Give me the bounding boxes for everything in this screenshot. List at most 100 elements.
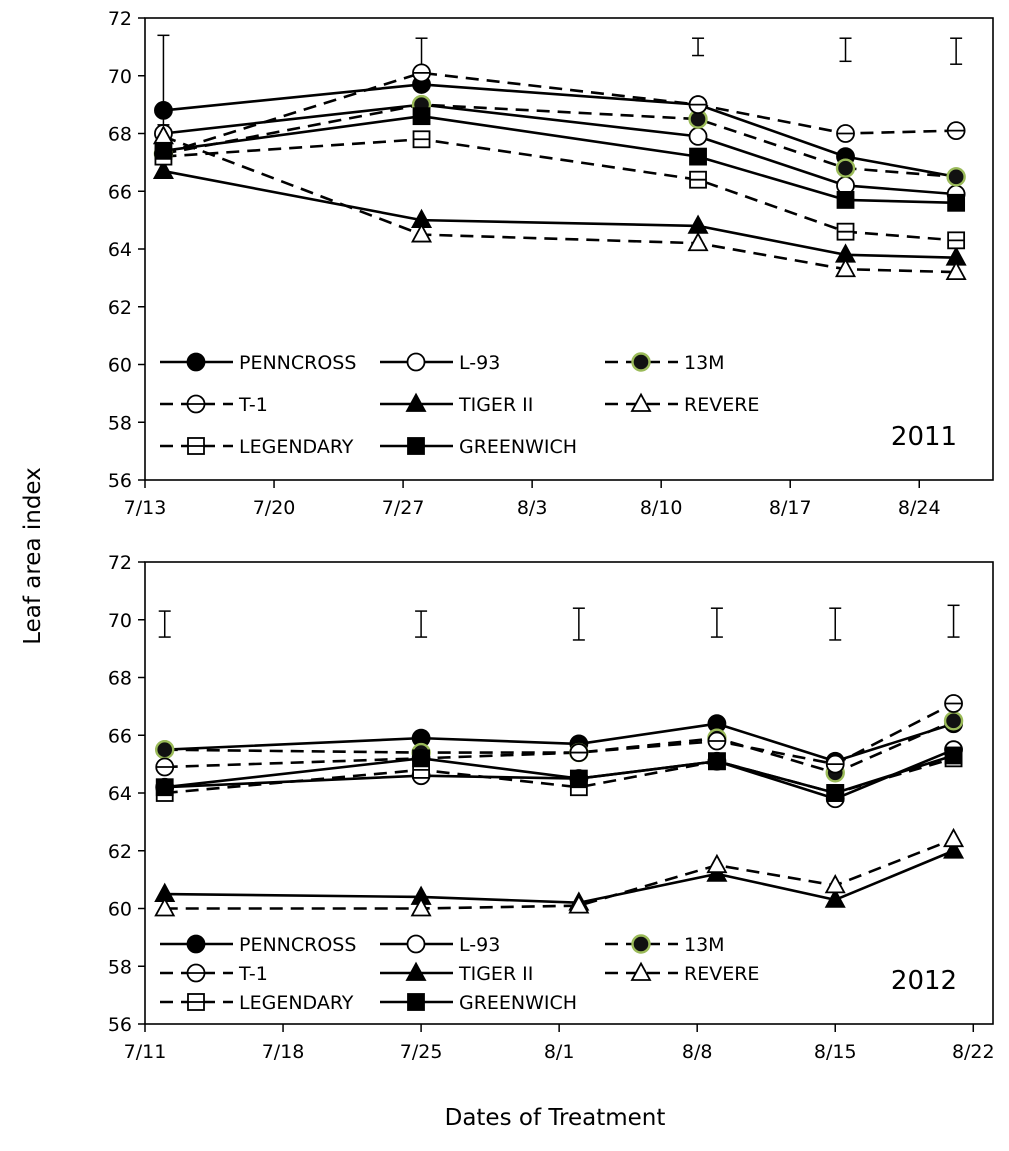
data-point-greenwich	[826, 784, 845, 802]
data-point-revere	[411, 223, 433, 243]
marker-shape	[943, 827, 965, 848]
y-tick-label: 56	[108, 1014, 132, 1036]
series-line-13m	[164, 719, 955, 775]
error-bar	[947, 604, 960, 638]
data-point-greenwich	[154, 141, 173, 160]
marker-shape	[630, 961, 652, 981]
data-point-t-1	[412, 63, 431, 83]
y-tick-label: 72	[108, 552, 132, 574]
error-bar	[950, 37, 963, 65]
legend-label: 13M	[684, 352, 725, 374]
series-line-t-1	[163, 71, 957, 155]
data-point-legendary	[412, 130, 431, 149]
x-tick-label: 8/8	[682, 1041, 713, 1063]
legend-item-l-93: L-93	[380, 352, 500, 374]
marker-shape	[943, 711, 964, 731]
data-point-greenwich	[836, 191, 855, 209]
marker-shape	[706, 853, 728, 874]
data-point-t-1	[946, 121, 966, 141]
marker-shape	[945, 260, 967, 281]
y-tick-label: 60	[108, 899, 132, 921]
error-bar	[829, 607, 842, 641]
marker-shape	[824, 874, 846, 894]
legend-item-13m: 13M	[605, 352, 725, 374]
y-tick-label: 62	[108, 841, 132, 863]
legend-item-penncross: PENNCROSS	[160, 352, 356, 374]
year-label: 2012	[891, 966, 957, 996]
data-point-revere	[687, 231, 709, 252]
legend-label: REVERE	[684, 963, 759, 985]
marker-shape	[944, 746, 963, 765]
error-bar	[710, 607, 723, 638]
x-tick-label: 8/17	[769, 497, 812, 519]
legend-marker	[187, 993, 205, 1011]
y-tick-label: 60	[108, 355, 132, 377]
x-tick-label: 8/22	[952, 1041, 995, 1063]
data-point-t-1	[569, 743, 589, 762]
y-tick-label: 64	[108, 239, 132, 261]
marker-shape	[688, 126, 708, 146]
legend-marker	[631, 934, 651, 954]
series-line-tiger-ii	[164, 849, 955, 905]
legend-label: T-1	[238, 394, 268, 416]
marker-shape	[154, 141, 173, 160]
data-point-greenwich	[412, 107, 431, 126]
error-bar	[415, 610, 428, 638]
error-bar	[158, 610, 171, 638]
x-tick-label: 8/1	[544, 1041, 575, 1063]
marker-shape	[631, 352, 651, 372]
legend-label: REVERE	[684, 394, 759, 416]
legend-item-tiger-ii: TIGER II	[380, 392, 533, 416]
marker-shape	[155, 778, 174, 797]
marker-shape	[155, 739, 175, 760]
marker-shape	[154, 897, 176, 917]
data-point-t-1	[688, 95, 708, 115]
y-tick-label: 58	[108, 956, 132, 978]
marker-shape	[947, 193, 966, 212]
data-point-greenwich	[569, 769, 588, 788]
data-point-greenwich	[155, 778, 174, 797]
legend-item-greenwich: GREENWICH	[380, 436, 577, 458]
data-point-legendary	[947, 231, 966, 250]
data-point-greenwich	[412, 749, 430, 768]
legend-marker	[631, 352, 651, 372]
legend-item-l-93: L-93	[380, 934, 500, 956]
legend-marker	[187, 437, 205, 455]
legend-label: PENNCROSS	[239, 934, 356, 956]
series-line-revere	[164, 837, 955, 910]
y-tick-label: 70	[108, 610, 132, 632]
marker-shape	[407, 437, 425, 455]
data-point-legendary	[689, 170, 707, 189]
legend-item-revere: REVERE	[605, 961, 759, 985]
marker-shape	[689, 147, 707, 166]
x-tick-label: 7/11	[124, 1041, 167, 1063]
chart-panel-2011: 56 58 60 62 64 66 68 70 72 7/13 7/20 7/27 8/3 8/10 8/1…	[108, 8, 994, 519]
marker-shape	[946, 167, 966, 187]
legend-marker	[186, 394, 206, 414]
data-point-greenwich	[708, 752, 726, 771]
marker-shape	[412, 749, 430, 768]
data-point-revere	[410, 897, 432, 917]
data-point-greenwich	[689, 147, 707, 166]
legend-label: L-93	[459, 934, 500, 956]
legend-item-legendary: LEGENDARY	[160, 992, 354, 1014]
legend-item-t-1: T-1	[160, 963, 268, 985]
marker-shape	[186, 352, 206, 372]
legend-label: GREENWICH	[459, 436, 577, 458]
error-bar	[839, 37, 852, 63]
data-point-13m	[155, 739, 175, 760]
error-bar	[572, 607, 585, 641]
data-point-penncross	[154, 101, 173, 120]
legend-marker	[407, 437, 425, 455]
x-tick-label: 7/27	[382, 497, 425, 519]
y-tick-label: 70	[108, 66, 132, 88]
y-axis-title: Leaf area index	[20, 467, 46, 645]
marker-shape	[943, 839, 965, 859]
marker-shape	[836, 191, 855, 209]
x-tick-label: 7/18	[262, 1041, 305, 1063]
y-tick-label: 72	[108, 8, 132, 30]
legend-marker	[406, 352, 426, 372]
data-point-legendary	[836, 222, 855, 241]
y-tick-label: 64	[108, 783, 132, 805]
